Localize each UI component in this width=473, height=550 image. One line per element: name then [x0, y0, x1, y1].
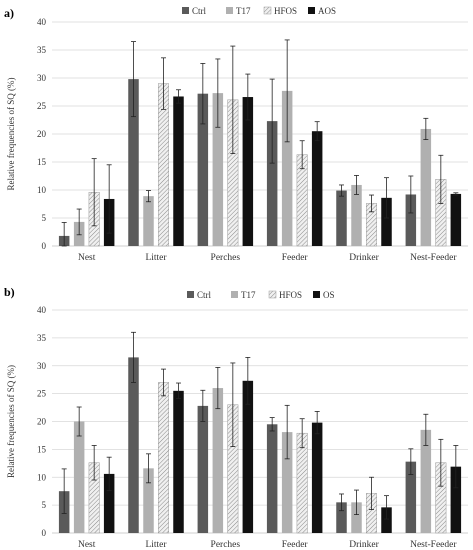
y-tick-label: 20 — [37, 417, 47, 427]
y-tick-label: 15 — [37, 444, 47, 454]
bar-t17-feeder — [281, 90, 293, 246]
y-tick-label: 10 — [37, 472, 47, 482]
bar-t17-nest — [73, 421, 85, 533]
y-tick-label: 35 — [37, 333, 47, 343]
legend-swatch — [308, 7, 315, 14]
y-tick-label: 15 — [37, 157, 47, 167]
legend-label: OS — [323, 290, 335, 300]
x-tick-label: Nest — [78, 540, 96, 550]
y-tick-label: 40 — [37, 305, 47, 315]
y-axis-label: Relative frequencies of SQ (%) — [6, 78, 16, 191]
panel-label: a) — [4, 6, 14, 20]
y-tick-label: 25 — [37, 389, 47, 399]
bar-os-perches — [242, 380, 254, 533]
bar-chart-b: 0 5 10 15 20 25 30 35 40 Relative frequencies of … — [6, 290, 468, 550]
legend-swatch — [263, 6, 272, 15]
bar-ctrl-drinker — [336, 190, 347, 246]
bar-t17-feeder — [281, 432, 293, 533]
x-tick-label: Perches — [211, 253, 241, 263]
y-tick-label: 30 — [37, 73, 47, 83]
legend-swatch — [231, 291, 238, 298]
y-tick-label: 10 — [37, 185, 47, 195]
legend-swatch — [226, 7, 233, 14]
panel-label: b) — [4, 285, 15, 299]
y-axis-label: Relative frequencies of SQ (%) — [6, 365, 16, 478]
y-tick-label: 0 — [42, 528, 47, 538]
y-tick-label: 5 — [42, 500, 47, 510]
chart-panel-b: b) 0 5 10 15 20 25 30 35 40 Relative frequencies … — [0, 275, 473, 550]
legend-label: Ctrl — [197, 290, 212, 300]
x-tick-label: Feeder — [282, 540, 309, 550]
legend-label: T17 — [236, 6, 251, 16]
bar-os-nest-feeder — [450, 466, 462, 533]
x-tick-label: Nest — [78, 253, 96, 263]
bar-t17-litter — [143, 468, 154, 533]
bar-ctrl-perches — [197, 93, 209, 247]
bar-ctrl-nest-feeder — [405, 194, 417, 246]
legend-swatch — [187, 291, 194, 298]
y-tick-label: 30 — [37, 361, 47, 371]
x-tick-label: Feeder — [282, 253, 309, 263]
bar-ctrl-nest-feeder — [405, 461, 417, 533]
y-tick-label: 40 — [37, 17, 47, 27]
y-tick-label: 25 — [37, 101, 47, 111]
legend-swatch — [268, 290, 277, 299]
bar-os-feeder — [311, 422, 323, 533]
bar-t17-perches — [212, 388, 224, 533]
bar-ctrl-perches — [197, 405, 209, 533]
bar-os-litter — [173, 390, 184, 533]
legend-label: Ctrl — [192, 6, 207, 16]
bar-t17-drinker — [351, 502, 362, 533]
bar-t17-nest-feeder — [420, 128, 432, 246]
x-tick-label: Drinker — [349, 540, 379, 550]
bar-os-drinker — [381, 507, 392, 533]
bar-t17-perches — [212, 93, 224, 247]
bar-aos-feeder — [311, 131, 323, 246]
y-tick-label: 0 — [42, 241, 47, 251]
x-tick-label: Nest-Feeder — [410, 540, 457, 550]
bar-hfos-feeder — [296, 432, 308, 534]
legend-label: AOS — [318, 6, 336, 16]
bar-ctrl-litter — [128, 79, 139, 247]
x-tick-label: Nest-Feeder — [410, 253, 457, 263]
bar-aos-perches — [242, 97, 254, 246]
y-tick-label: 20 — [37, 129, 47, 139]
legend-label: HFOS — [274, 6, 297, 16]
bar-t17-drinker — [351, 184, 362, 246]
bar-os-nest — [103, 473, 115, 533]
bar-aos-drinker — [381, 197, 392, 246]
y-tick-label: 5 — [42, 213, 47, 223]
bar-aos-litter — [173, 96, 184, 246]
legend-swatch — [182, 7, 189, 14]
chart-panel-a: a) 0 5 10 15 20 25 30 35 40 Relative frequencies … — [4, 6, 468, 263]
y-tick-label: 35 — [37, 45, 47, 55]
x-tick-label: Litter — [145, 253, 167, 263]
legend-label: HFOS — [279, 290, 302, 300]
bar-hfos-litter — [158, 382, 169, 534]
bar-t17-nest-feeder — [420, 429, 432, 533]
bar-chart-a: 0 5 10 15 20 25 30 35 40 Relative frequencies of … — [6, 6, 468, 263]
legend-label: T17 — [241, 290, 256, 300]
x-tick-label: Drinker — [349, 253, 379, 263]
x-tick-label: Perches — [211, 540, 241, 550]
x-tick-label: Litter — [145, 540, 167, 550]
legend-swatch — [313, 291, 320, 298]
bar-ctrl-feeder — [266, 424, 278, 533]
bar-aos-nest-feeder — [450, 193, 462, 246]
bar-ctrl-feeder — [266, 121, 278, 246]
bar-t17-litter — [143, 196, 154, 246]
bar-ctrl-litter — [128, 357, 139, 533]
bar-ctrl-drinker — [336, 502, 347, 533]
